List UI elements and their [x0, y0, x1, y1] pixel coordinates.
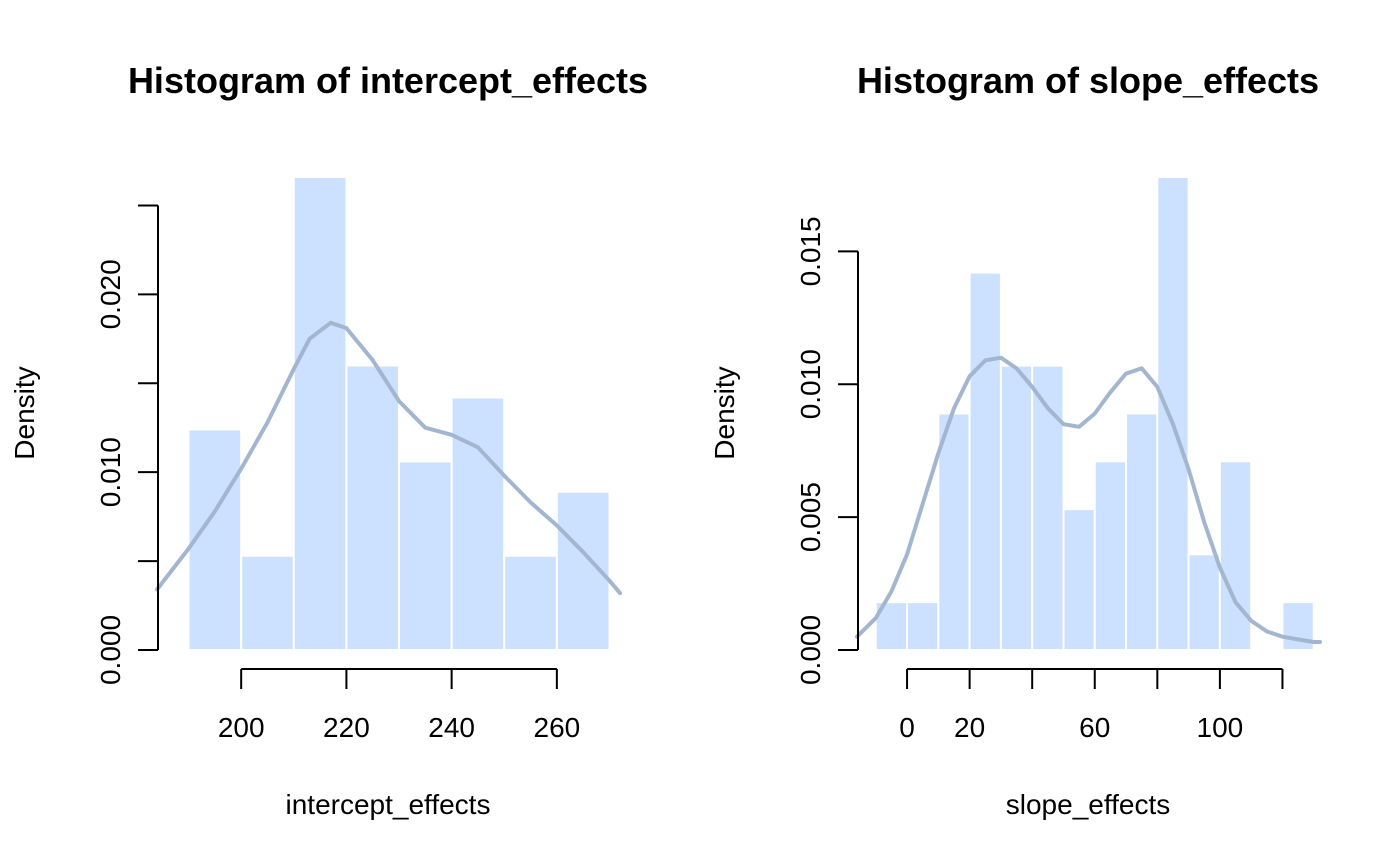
intercept-x-tick-label: 200 [218, 712, 265, 743]
intercept-x-tick-label: 220 [323, 712, 370, 743]
intercept-histogram-bar [398, 460, 453, 652]
slope-x-axis-title: slope_effects [1006, 789, 1171, 820]
intercept-x-tick-label: 240 [428, 712, 475, 743]
slope-histogram-bar [1093, 460, 1128, 651]
intercept-y-tick-label: 0.010 [95, 437, 126, 507]
slope-histogram-bar [968, 271, 1002, 651]
slope-histogram-bar [1125, 412, 1159, 651]
intercept-histogram-bar [240, 554, 295, 651]
intercept-histogram-bar [292, 176, 348, 651]
slope-histogram-bar [1218, 460, 1253, 651]
slope-x-tick-label: 60 [1079, 712, 1110, 743]
slope-y-axis-title: Density [709, 366, 740, 459]
intercept-histogram-bar [345, 364, 401, 651]
slope-x-tick-label: 100 [1197, 712, 1244, 743]
slope-y-tick-label: 0.005 [795, 482, 826, 552]
intercept-y-axis-title: Density [9, 366, 40, 459]
slope-chart-title: Histogram of slope_effects [857, 60, 1319, 101]
intercept-y-tick-label: 0.000 [95, 615, 126, 685]
slope-histogram-bar [937, 412, 971, 651]
intercept-histogram-bar [450, 396, 506, 651]
slope-histogram-bar [906, 601, 940, 651]
slope-histogram-bar [1062, 508, 1096, 652]
slope-plot-area: 0.000 0.005 0.010 0.015 0 20 60 100 [795, 176, 1322, 743]
slope-histogram-bar [1156, 176, 1190, 651]
intercept-histogram-bar [503, 554, 558, 651]
intercept-histogram-bar [187, 428, 243, 651]
slope-y-tick-label: 0.015 [795, 216, 826, 286]
intercept-plot-area: 0.000 0.010 0.020 200 220 240 260 [95, 176, 622, 743]
intercept-x-axis-title: intercept_effects [286, 789, 491, 820]
intercept-histogram-panel: Histogram of intercept_effects intercept… [9, 60, 648, 820]
intercept-y-tick-label: 0.020 [95, 259, 126, 329]
slope-histogram-bar [1187, 553, 1221, 652]
intercept-density-curve [155, 320, 622, 596]
intercept-x-tick-label: 260 [534, 712, 581, 743]
slope-y-tick-label: 0.010 [795, 349, 826, 419]
slope-histogram-panel: Histogram of slope_effects slope_effects… [709, 60, 1322, 820]
slope-x-tick-label: 0 [899, 712, 915, 743]
slope-histogram-bar [1031, 364, 1065, 651]
slope-x-tick-label: 20 [954, 712, 985, 743]
intercept-chart-title: Histogram of intercept_effects [128, 60, 648, 101]
slope-density-curve [855, 355, 1322, 644]
slope-histogram-bar [999, 364, 1034, 651]
slope-y-tick-label: 0.000 [795, 615, 826, 685]
